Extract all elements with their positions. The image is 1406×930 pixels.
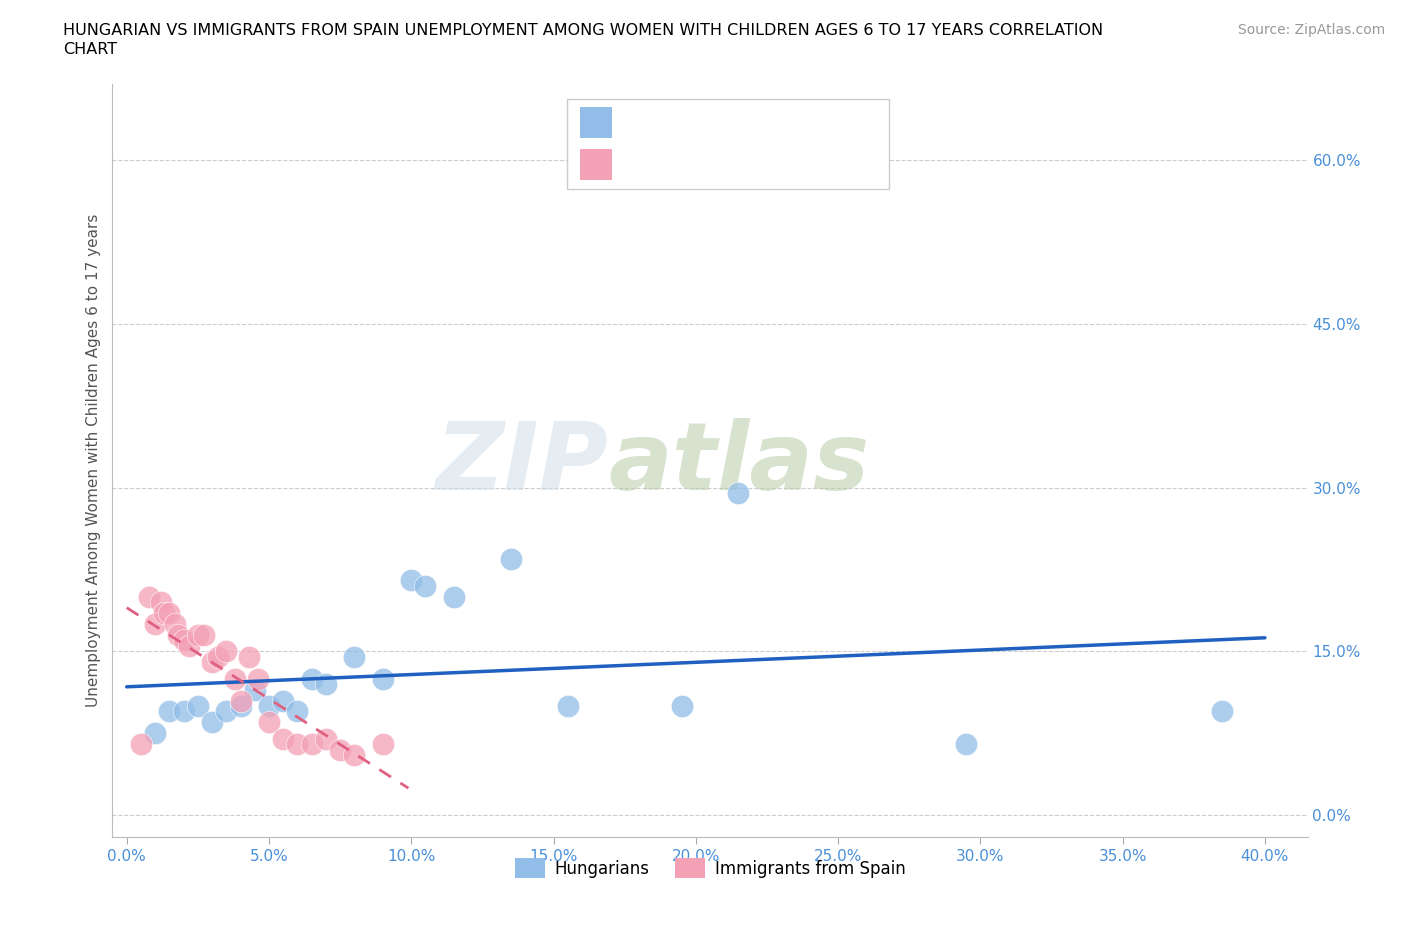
Point: [152, 605, 174, 620]
Point: [401, 573, 423, 588]
Point: [257, 715, 280, 730]
Point: [257, 698, 280, 713]
Point: [138, 590, 160, 604]
Point: [207, 649, 229, 664]
Point: [173, 633, 195, 648]
Point: [157, 605, 180, 620]
Point: [727, 485, 749, 500]
Text: atlas: atlas: [609, 418, 870, 511]
Point: [143, 617, 166, 631]
Point: [229, 698, 252, 713]
Point: [343, 748, 366, 763]
Point: [201, 655, 224, 670]
Point: [193, 628, 215, 643]
Point: [271, 693, 294, 708]
Point: [671, 698, 693, 713]
Point: [315, 731, 337, 746]
Point: [301, 737, 323, 751]
Point: [187, 628, 209, 643]
Point: [287, 737, 309, 751]
Point: [165, 617, 187, 631]
Point: [149, 595, 172, 610]
Text: CHART: CHART: [63, 42, 117, 57]
Point: [287, 704, 309, 719]
Text: Source: ZipAtlas.com: Source: ZipAtlas.com: [1237, 23, 1385, 37]
Legend: Hungarians, Immigrants from Spain: Hungarians, Immigrants from Spain: [508, 852, 912, 885]
Point: [173, 704, 195, 719]
Text: HUNGARIAN VS IMMIGRANTS FROM SPAIN UNEMPLOYMENT AMONG WOMEN WITH CHILDREN AGES 6: HUNGARIAN VS IMMIGRANTS FROM SPAIN UNEMP…: [63, 23, 1104, 38]
Point: [415, 578, 437, 593]
Y-axis label: Unemployment Among Women with Children Ages 6 to 17 years: Unemployment Among Women with Children A…: [86, 214, 101, 707]
Point: [187, 698, 209, 713]
Point: [179, 639, 201, 654]
Point: [557, 698, 579, 713]
Point: [955, 737, 977, 751]
Point: [143, 725, 166, 740]
Point: [215, 644, 238, 658]
Point: [167, 628, 190, 643]
Point: [215, 704, 238, 719]
Point: [371, 671, 394, 686]
Point: [499, 551, 522, 566]
Text: ZIP: ZIP: [436, 418, 609, 511]
Point: [371, 737, 394, 751]
Point: [229, 693, 252, 708]
Point: [224, 671, 246, 686]
Point: [271, 731, 294, 746]
Point: [301, 671, 323, 686]
Point: [246, 671, 269, 686]
Point: [315, 677, 337, 692]
Point: [1211, 704, 1233, 719]
Point: [443, 590, 465, 604]
Point: [157, 704, 180, 719]
Point: [238, 649, 260, 664]
Point: [129, 737, 152, 751]
Point: [343, 649, 366, 664]
Point: [201, 715, 224, 730]
Point: [243, 683, 266, 698]
Point: [329, 742, 352, 757]
